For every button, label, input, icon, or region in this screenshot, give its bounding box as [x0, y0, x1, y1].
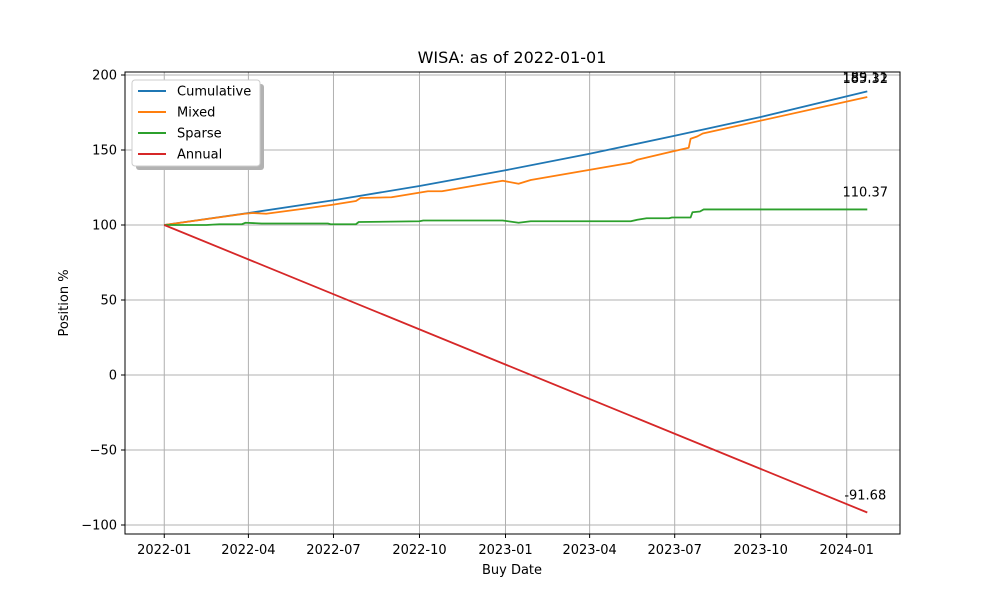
x-tick-label: 2024-01 — [820, 543, 874, 558]
y-axis-title: Position % — [57, 269, 72, 336]
x-tick-label: 2023-01 — [478, 543, 532, 558]
legend-box — [131, 79, 261, 167]
y-tick-label: 200 — [92, 69, 117, 84]
x-tick-label: 2022-07 — [306, 543, 360, 558]
y-tick-label: −50 — [90, 444, 117, 459]
grid — [125, 72, 900, 534]
y-tick-label: 150 — [92, 144, 117, 159]
series-line-mixed — [164, 96, 868, 226]
y-tick-label: 0 — [109, 369, 117, 384]
legend-label-annual: Annual — [177, 148, 222, 163]
x-tick-label: 2022-04 — [221, 543, 275, 558]
legend-label-sparse: Sparse — [177, 127, 222, 142]
x-tick-label: 2023-04 — [562, 543, 616, 558]
x-tick-label: 2023-07 — [648, 543, 702, 558]
y-tick-label: −100 — [81, 519, 117, 534]
series-line-annual — [163, 224, 868, 514]
end-label-mixed: 185.32 — [843, 72, 889, 87]
x-tick-label: 2023-10 — [734, 543, 788, 558]
end-label-annual: -91.68 — [844, 489, 886, 504]
series-lines — [163, 90, 868, 514]
legend: Cumulative Mixed Sparse Annual — [131, 79, 264, 170]
y-tick-label: 50 — [100, 294, 117, 309]
legend-label-cumulative: Cumulative — [177, 85, 251, 100]
series-line-sparse — [164, 208, 868, 226]
plot-frame — [124, 71, 901, 535]
x-tick-label: 2022-10 — [392, 543, 446, 558]
x-axis-title: Buy Date — [482, 563, 542, 578]
axis-ticks: 2022-01 2022-04 2022-07 2022-10 2023-01 2023-… — [81, 69, 874, 559]
series-line-cumulative — [164, 90, 868, 226]
x-tick-label: 2022-01 — [137, 543, 191, 558]
y-tick-label: 100 — [92, 219, 117, 234]
legend-label-mixed: Mixed — [177, 106, 215, 121]
end-label-cumulative: 189.11 — [843, 70, 889, 85]
end-label-sparse: 110.37 — [843, 185, 889, 200]
chart-title: WISA: as of 2022-01-01 — [418, 48, 607, 67]
